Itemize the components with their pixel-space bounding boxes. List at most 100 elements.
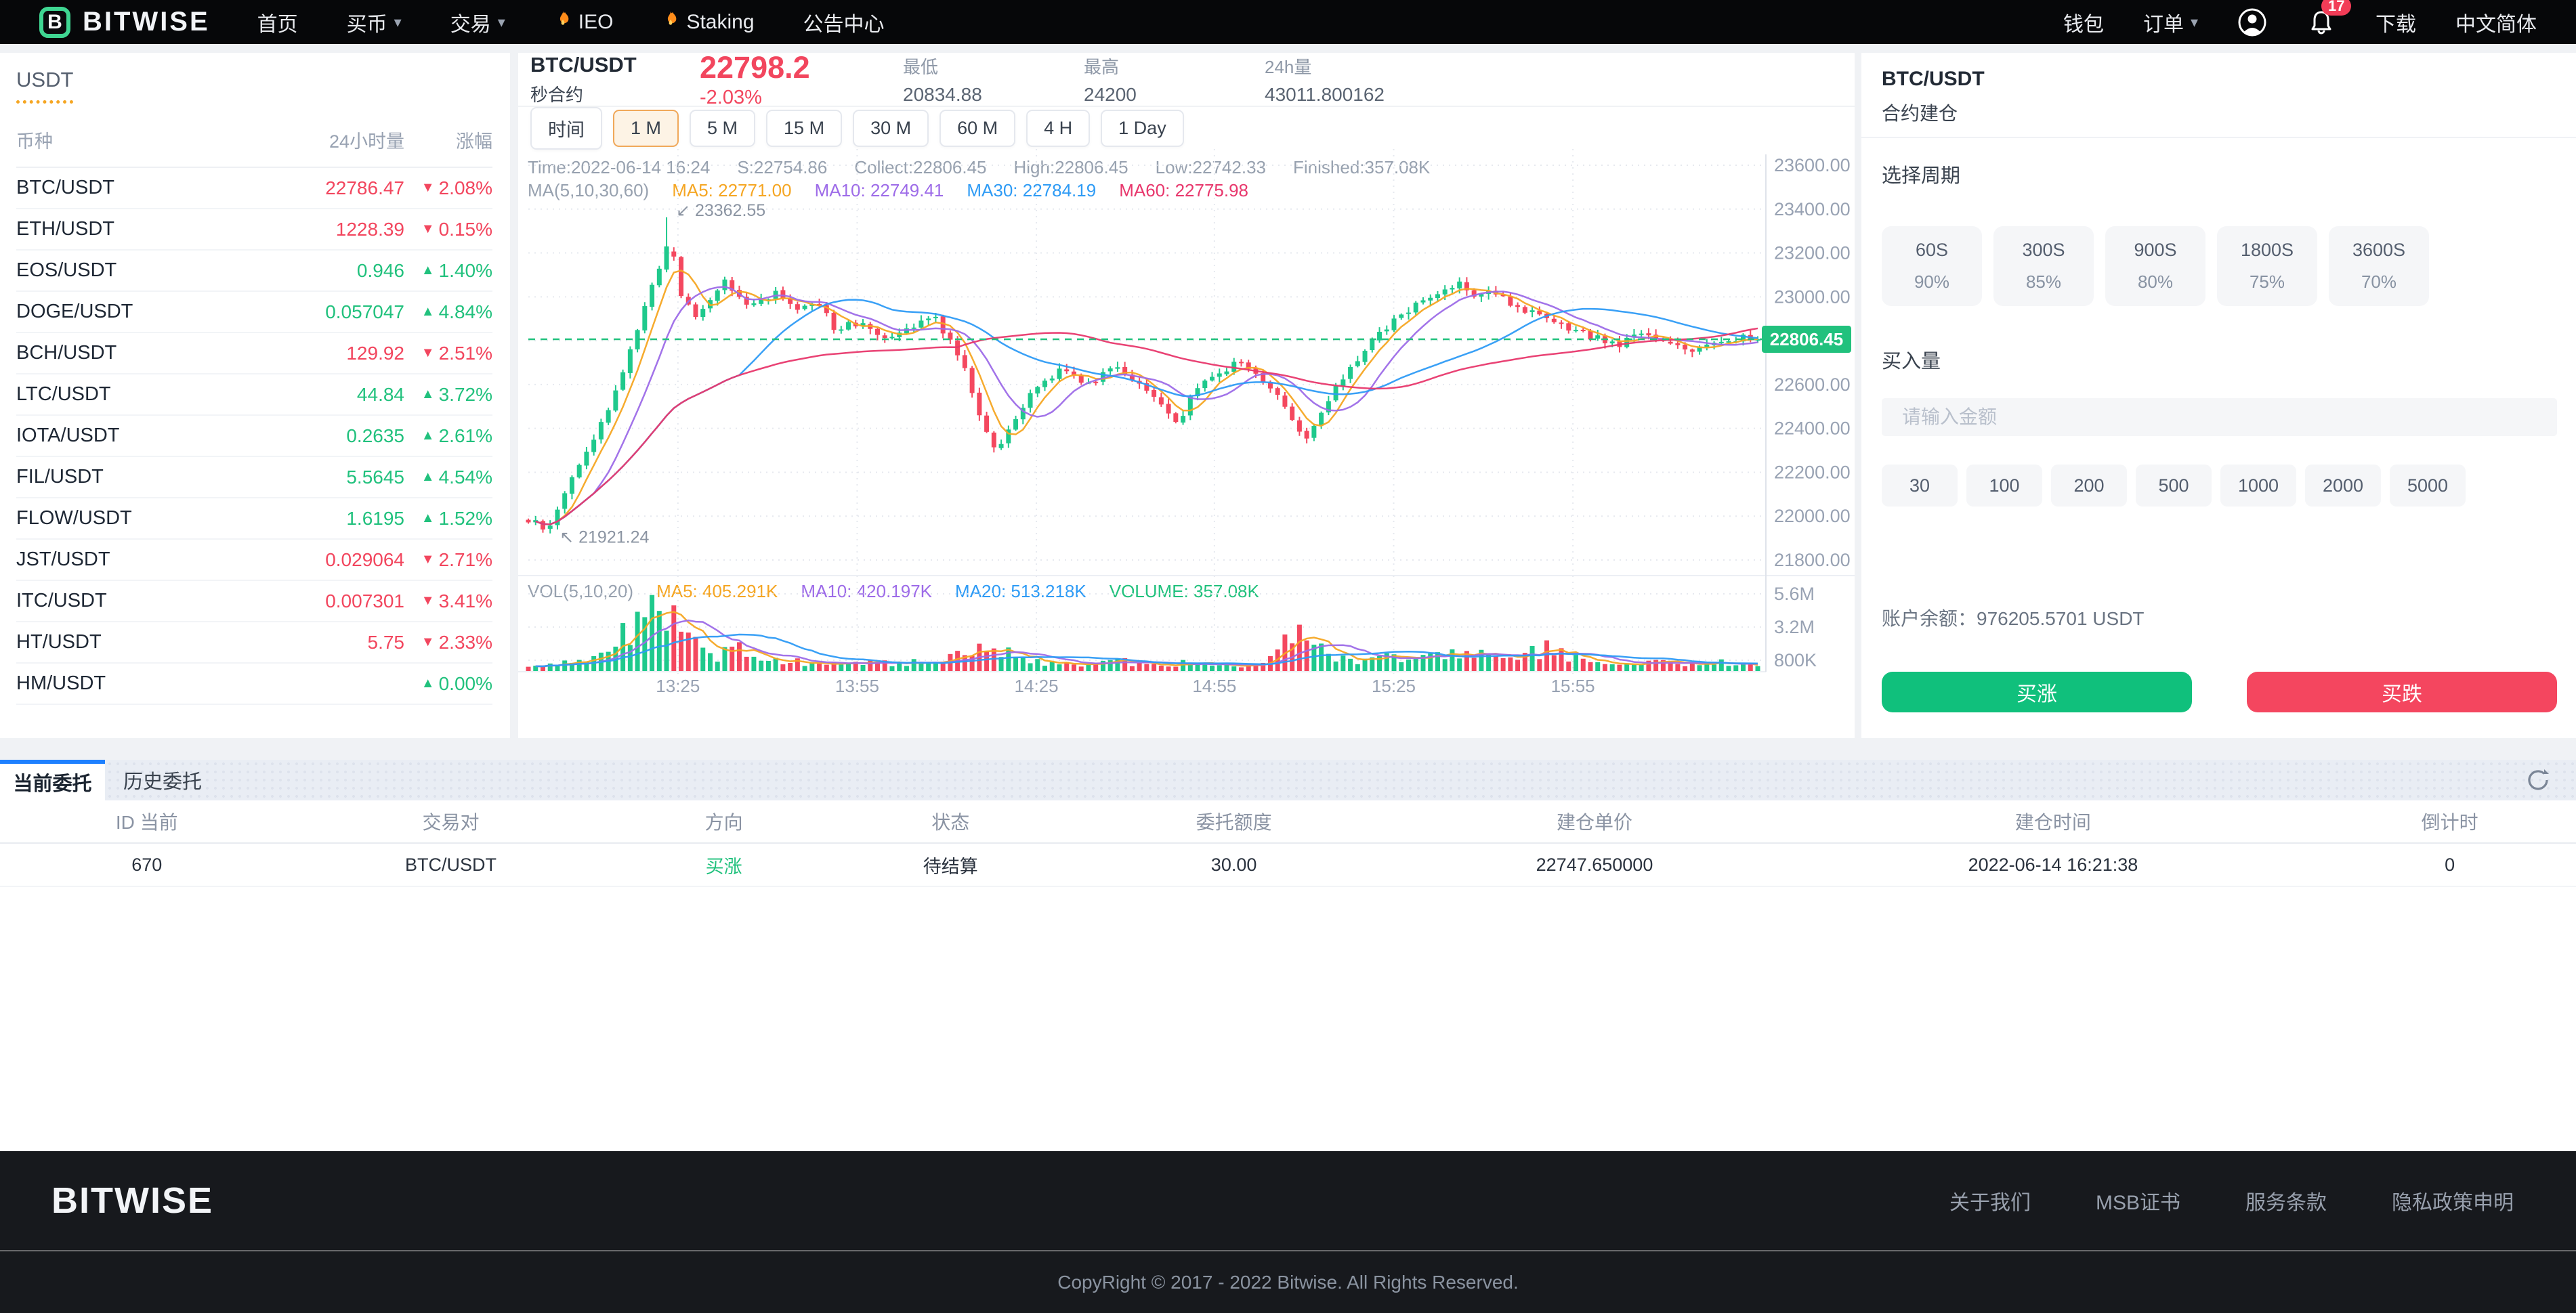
footer: BITWISE 关于我们 MSB证书 服务条款 隐私政策申明 CopyRight © …	[0, 1151, 2576, 1313]
pair-volume: 0.946	[356, 259, 404, 281]
pair-name: BTC/USDT	[16, 177, 114, 198]
pair-row-EOS/USDT[interactable]: EOS/USDT 0.946 ▲ 1.40%	[16, 251, 492, 292]
pair-change-value: 4.84%	[438, 301, 492, 322]
table-row[interactable]: 670 BTC/USDT 买涨 待结算 30.00 22747.650000 2022-06…	[0, 844, 2576, 887]
period-odds: 85%	[2025, 272, 2062, 292]
interval-button-1Day[interactable]: 1 Day	[1101, 109, 1184, 147]
pair-row-FLOW/USDT[interactable]: FLOW/USDT 1.6195 ▲ 1.52%	[16, 498, 492, 540]
pair-row-IOTA/USDT[interactable]: IOTA/USDT 0.2635 ▲ 2.61%	[16, 416, 492, 457]
pair-row-ITC/USDT[interactable]: ITC/USDT 0.007301 ▼ 3.41%	[16, 581, 492, 622]
interval-button-4H[interactable]: 4 H	[1026, 109, 1091, 147]
brand-logo-icon: B	[39, 6, 70, 38]
chevron-down-icon: ▾	[2190, 13, 2198, 30]
language-selector[interactable]: 中文简体	[2455, 13, 2537, 36]
tab-history-orders[interactable]: 历史委托	[123, 771, 202, 793]
buy-up-button[interactable]: 买涨	[1882, 672, 2192, 712]
period-option-300S[interactable]: 300S 85%	[1993, 226, 2094, 306]
interval-label-button[interactable]: 时间	[530, 106, 602, 150]
period-option-900S[interactable]: 900S 80%	[2105, 226, 2205, 306]
svg-text:22806.45: 22806.45	[1770, 329, 1843, 349]
amount-preset-200[interactable]: 200	[2051, 465, 2127, 507]
amount-preset-30[interactable]: 30	[1882, 465, 1958, 507]
pair-volume: 0.057047	[325, 301, 404, 322]
pair-row-FIL/USDT[interactable]: FIL/USDT 5.5645 ▲ 4.54%	[16, 457, 492, 498]
triangle-down-icon: ▼	[421, 180, 435, 195]
period-option-60S[interactable]: 60S 90%	[1882, 226, 1982, 306]
svg-text:23000.00: 23000.00	[1774, 286, 1851, 307]
svg-text:13:25: 13:25	[656, 676, 700, 696]
amount-preset-5000[interactable]: 5000	[2390, 465, 2466, 507]
interval-button-30M[interactable]: 30 M	[853, 109, 929, 147]
pair-volume: 1228.39	[335, 218, 404, 240]
nav-item-首页[interactable]: 首页	[257, 7, 298, 37]
amount-preset-2000[interactable]: 2000	[2305, 465, 2381, 507]
pair-change: ▼ 2.08%	[404, 177, 492, 199]
pair-name: DOGE/USDT	[16, 301, 133, 322]
nav-item-label: Staking	[686, 10, 755, 33]
top-nav: B BITWISE 首页 买币 ▾ 交易 ▾ IEO Staking 公告中心 钱包 订单 ▾…	[0, 0, 2576, 44]
amount-preset-100[interactable]: 100	[1966, 465, 2042, 507]
pair-row-LTC/USDT[interactable]: LTC/USDT 44.84 ▲ 3.72%	[16, 374, 492, 416]
tab-current-orders[interactable]: 当前委托	[0, 760, 105, 800]
pair-row-HT/USDT[interactable]: HT/USDT 5.75 ▼ 2.33%	[16, 622, 492, 664]
footer-link-关于我们[interactable]: 关于我们	[1949, 1192, 2031, 1214]
pair-row-HM/USDT[interactable]: HM/USDT ▲ 0.00%	[16, 664, 492, 705]
nav-item-wallet[interactable]: 钱包	[2063, 13, 2104, 36]
account-avatar-icon[interactable]	[2237, 7, 2267, 37]
pair-change-value: 2.33%	[438, 631, 492, 653]
pair-row-BCH/USDT[interactable]: BCH/USDT 129.92 ▼ 2.51%	[16, 333, 492, 374]
pair-change: ▼ 2.51%	[404, 343, 492, 364]
pair-row-DOGE/USDT[interactable]: DOGE/USDT 0.057047 ▲ 4.84%	[16, 292, 492, 333]
triangle-up-icon: ▲	[421, 676, 435, 691]
period-option-3600S[interactable]: 3600S 70%	[2329, 226, 2429, 306]
chevron-down-icon: ▾	[497, 13, 505, 30]
pair-change-value: 1.52%	[438, 507, 492, 529]
svg-text:14:55: 14:55	[1192, 676, 1236, 696]
candlestick-chart[interactable]: Time:2022-06-14 16:24 S:22754.86 Collect:2…	[518, 149, 1855, 699]
pair-change: ▲ 1.52%	[404, 508, 492, 530]
header-coin: 币种	[16, 131, 53, 152]
interval-button-1M[interactable]: 1 M	[613, 109, 679, 147]
nav-item-download[interactable]: 下载	[2376, 13, 2416, 36]
stat-vol-label: 24h量	[1265, 56, 1312, 77]
pair-volume: 0.029064	[325, 548, 404, 570]
panel-pair: BTC/USDT	[1882, 68, 1985, 90]
refresh-icon[interactable]	[2525, 767, 2552, 797]
pair-row-ETH/USDT[interactable]: ETH/USDT 1228.39 ▼ 0.15%	[16, 209, 492, 251]
period-odds: 80%	[2137, 272, 2174, 292]
nav-item-orders[interactable]: 订单 ▾	[2143, 7, 2198, 37]
pair-row-BTC/USDT[interactable]: BTC/USDT 22786.47 ▼ 2.08%	[16, 168, 492, 209]
nav-item-Staking[interactable]: Staking	[662, 9, 755, 35]
period-odds: 90%	[1914, 272, 1950, 292]
notification-bell-icon[interactable]: 17	[2306, 0, 2352, 37]
footer-link-隐私政策申明[interactable]: 隐私政策申明	[2392, 1192, 2514, 1214]
nav-item-公告中心[interactable]: 公告中心	[803, 7, 885, 37]
tab-usdt[interactable]: USDT	[16, 68, 74, 104]
footer-link-MSB证书[interactable]: MSB证书	[2095, 1192, 2180, 1214]
triangle-up-icon: ▲	[421, 387, 435, 402]
pair-change-value: 2.71%	[438, 548, 492, 570]
nav-item-IEO[interactable]: IEO	[554, 9, 613, 35]
interval-button-60M[interactable]: 60 M	[939, 109, 1016, 147]
amount-input[interactable]	[1882, 398, 2557, 436]
pair-row-JST/USDT[interactable]: JST/USDT 0.029064 ▼ 2.71%	[16, 540, 492, 581]
amount-preset-1000[interactable]: 1000	[2220, 465, 2296, 507]
pair-change-value: 3.41%	[438, 590, 492, 611]
amount-preset-500[interactable]: 500	[2136, 465, 2212, 507]
period-option-1800S[interactable]: 1800S 75%	[2217, 226, 2317, 306]
orders-section: 当前委托 历史委托 ID 当前 交易对 方向 状态 委托额度 建仓单价 建仓时间 倒计时 67…	[0, 760, 2576, 887]
pair-list-header: 币种 24小时量 涨幅	[16, 127, 492, 168]
footer-divider	[0, 1250, 2576, 1251]
buy-down-button[interactable]: 买跌	[2247, 672, 2557, 712]
footer-link-服务条款[interactable]: 服务条款	[2245, 1192, 2327, 1214]
brand-logo[interactable]: B BITWISE	[39, 6, 210, 38]
balance-label: 账户余额：	[1882, 608, 1977, 629]
stat-high-label: 最高	[1084, 56, 1120, 77]
svg-text:13:55: 13:55	[835, 676, 879, 696]
content-spacer	[0, 887, 2576, 1151]
nav-item-买币[interactable]: 买币 ▾	[347, 7, 402, 37]
interval-button-5M[interactable]: 5 M	[690, 109, 756, 147]
triangle-up-icon: ▲	[421, 469, 435, 484]
nav-item-交易[interactable]: 交易 ▾	[450, 7, 505, 37]
interval-button-15M[interactable]: 15 M	[766, 109, 843, 147]
